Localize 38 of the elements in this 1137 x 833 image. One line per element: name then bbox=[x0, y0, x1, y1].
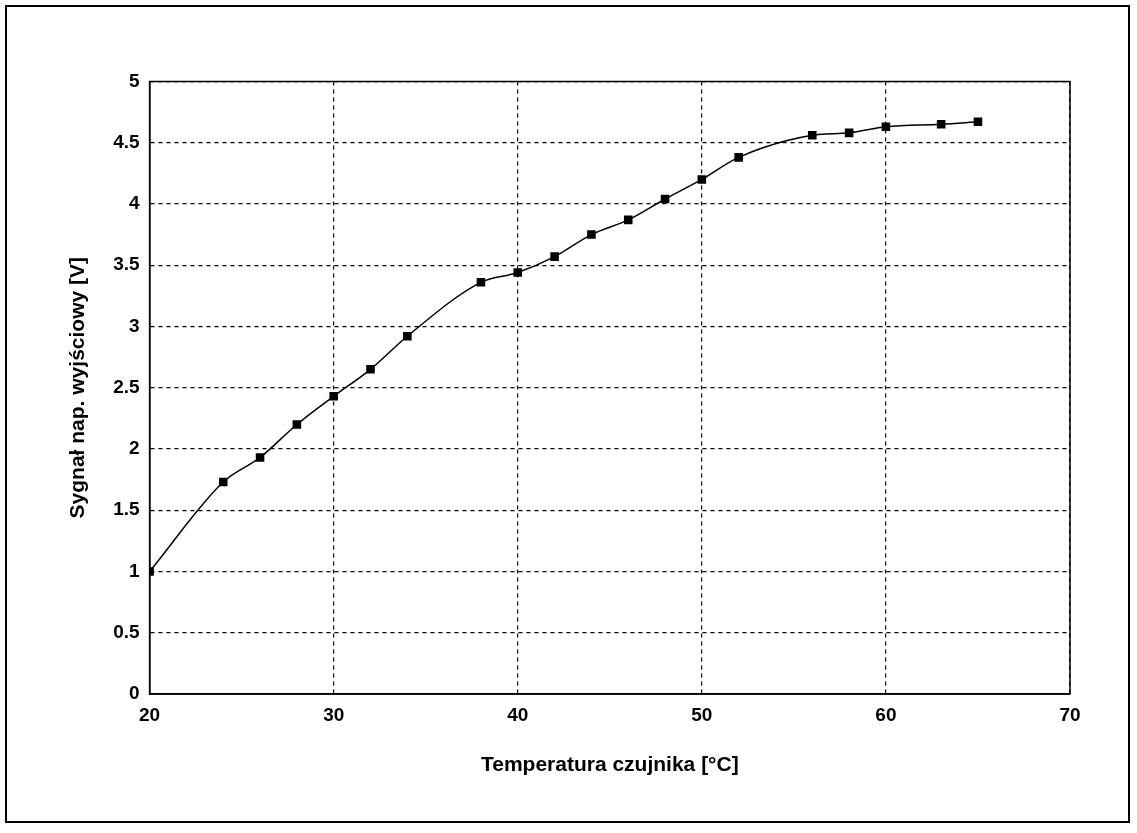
x-tick-label: 50 bbox=[691, 703, 713, 725]
point bbox=[936, 120, 946, 129]
point bbox=[255, 453, 265, 462]
point bbox=[881, 122, 891, 132]
point bbox=[366, 365, 375, 374]
x-tick-label: 60 bbox=[875, 703, 897, 725]
point bbox=[476, 278, 486, 287]
y-tick-label: 3.5 bbox=[113, 253, 141, 275]
point bbox=[218, 477, 228, 487]
x-tick-label: 20 bbox=[139, 703, 161, 725]
y-tick-label: 4 bbox=[129, 192, 141, 214]
point bbox=[329, 391, 338, 401]
y-axis-title: Sygnał nap. wyjściowy [V] bbox=[65, 257, 89, 519]
y-tick-label: 5 bbox=[129, 69, 141, 91]
y-tick-label: 0.5 bbox=[113, 620, 141, 642]
y-tick-label: 1.5 bbox=[113, 498, 141, 520]
x-tick-label: 70 bbox=[1059, 703, 1081, 725]
point bbox=[403, 331, 412, 341]
point bbox=[292, 420, 302, 429]
y-tick-label: 1 bbox=[129, 559, 141, 581]
point bbox=[623, 215, 633, 225]
point bbox=[513, 268, 523, 277]
point bbox=[550, 252, 559, 261]
y-tick-label: 2.5 bbox=[113, 375, 141, 397]
x-axis-title: Temperatura czujnika [°C] bbox=[480, 752, 739, 776]
y-tick-label: 0 bbox=[129, 682, 140, 704]
x-tick-label: 40 bbox=[507, 703, 529, 725]
y-tick-label: 3 bbox=[129, 314, 140, 336]
point bbox=[973, 117, 983, 127]
y-tick-label: 2 bbox=[129, 437, 140, 459]
x-tick-label: 30 bbox=[323, 703, 345, 725]
point bbox=[808, 131, 817, 140]
point bbox=[844, 128, 854, 138]
point bbox=[587, 230, 596, 239]
point bbox=[697, 175, 707, 184]
point bbox=[660, 194, 670, 204]
point bbox=[734, 153, 743, 162]
y-tick-label: 4.5 bbox=[113, 130, 141, 152]
